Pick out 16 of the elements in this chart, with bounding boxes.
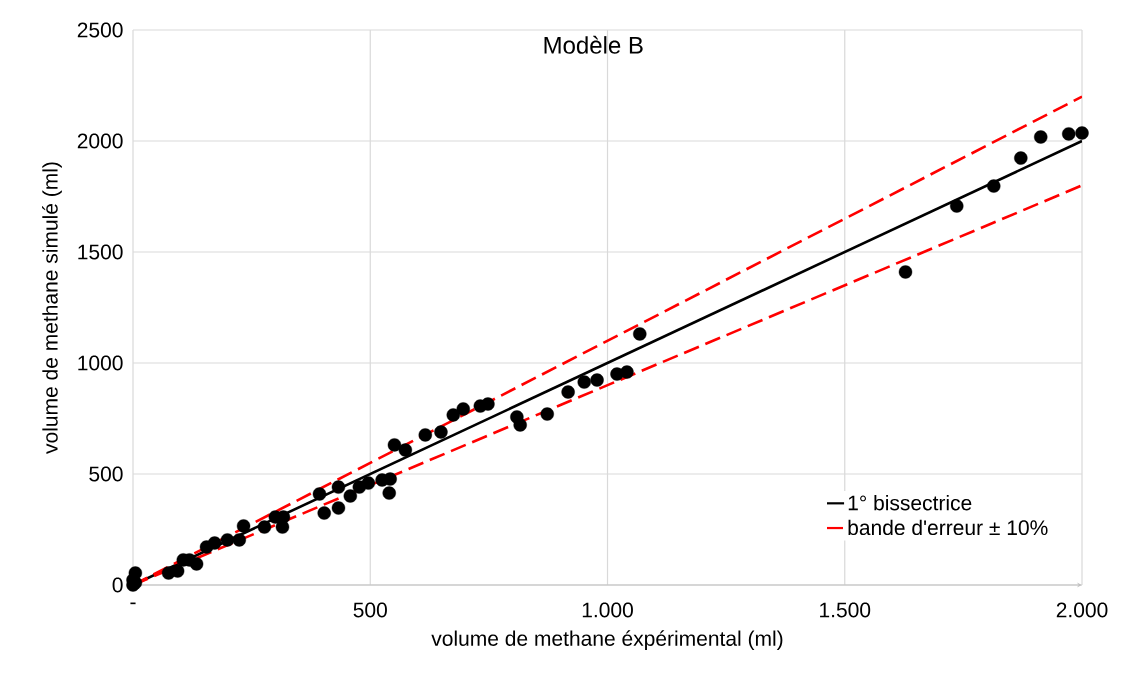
x-tick-label: - — [130, 602, 136, 605]
legend-label: bande d'erreur ± 10% — [848, 519, 1048, 536]
x-tick-label: 1.500 — [820, 602, 871, 618]
legend-label: 1° bissectrice — [848, 494, 972, 511]
x-tick-label: 2.000 — [1056, 602, 1108, 618]
chart-title: Modèle B — [544, 35, 643, 54]
y-tick-label: 2000 — [77, 133, 123, 149]
x-tick-label: 500 — [353, 602, 387, 618]
y-axis-title: volume de methane simulé (ml) — [42, 162, 62, 454]
x-axis-title: volume de methane éxpérimental (ml) — [431, 630, 783, 651]
x-tick-label: 1.000 — [582, 602, 633, 618]
y-tick-label: 1000 — [78, 355, 123, 371]
y-tick-label: 500 — [89, 466, 123, 482]
y-tick-label: 2500 — [77, 22, 123, 38]
y-tick-label: 1500 — [78, 244, 123, 260]
y-tick-label: 0 — [112, 577, 123, 593]
